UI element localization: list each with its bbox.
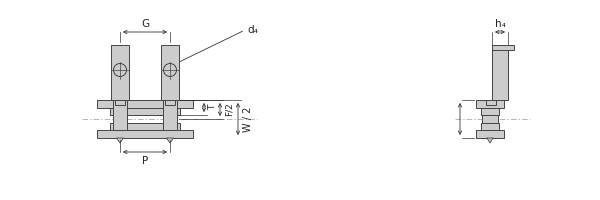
Bar	[115, 100, 125, 105]
Bar	[476, 100, 504, 108]
Bar	[163, 100, 177, 130]
Bar	[161, 45, 179, 100]
Polygon shape	[487, 138, 493, 143]
Bar	[97, 130, 193, 138]
Text: h₄: h₄	[494, 19, 505, 29]
Bar	[481, 123, 499, 130]
Bar	[113, 100, 127, 130]
Text: P: P	[142, 156, 148, 166]
Polygon shape	[167, 138, 173, 143]
Text: W / 2: W / 2	[243, 106, 253, 132]
Bar	[111, 45, 129, 100]
Bar	[165, 100, 175, 105]
Bar	[492, 45, 508, 100]
Text: G: G	[141, 19, 149, 29]
Text: d₄: d₄	[247, 25, 258, 35]
Bar	[110, 123, 180, 130]
Bar	[492, 45, 514, 50]
Text: T: T	[208, 105, 217, 110]
Polygon shape	[116, 138, 124, 143]
Bar	[481, 108, 499, 115]
Bar	[486, 100, 496, 105]
Text: F/2: F/2	[225, 103, 234, 116]
Bar	[110, 108, 180, 115]
Bar	[482, 115, 498, 123]
Bar	[97, 100, 193, 108]
Bar	[476, 130, 504, 138]
